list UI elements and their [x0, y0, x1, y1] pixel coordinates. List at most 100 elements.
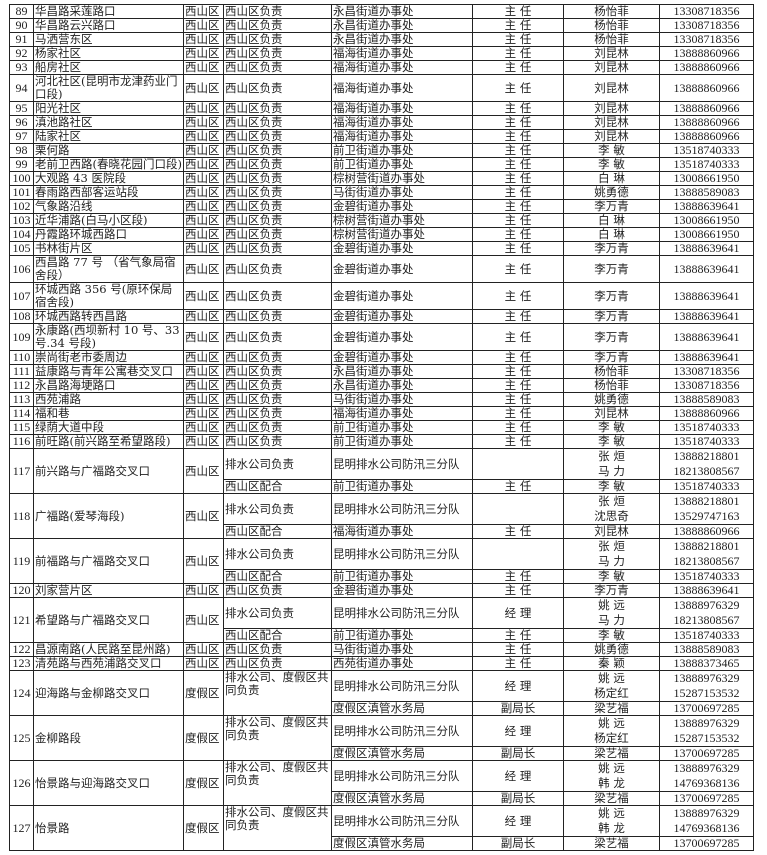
phone-number: 13888860966	[673, 524, 740, 538]
person-name: 张 烜	[598, 539, 625, 554]
responsibility-cell: 西山区负责	[223, 378, 332, 393]
person-name: 姚勇德	[594, 185, 629, 199]
location-cell: 船房社区	[33, 60, 184, 75]
name-cell: 李万青	[563, 309, 660, 324]
person-name: 刘昆林	[594, 406, 629, 420]
person-name: 姚 远	[598, 806, 625, 821]
phone-cell: 13518740333	[659, 157, 754, 172]
district-cell: 西山区	[183, 60, 224, 75]
district-cell: 西山区	[183, 241, 224, 256]
district-cell: 西山区	[183, 420, 224, 435]
phone-cell: 13888639641	[659, 241, 754, 256]
district-cell: 西山区	[183, 378, 224, 393]
row-number: 107	[9, 282, 34, 310]
position-cell: 主 任	[472, 241, 564, 256]
table-row: 120 刘家营片区 西山区 西山区负责 金碧街道办事处主 任 李万青 13888639641	[9, 583, 754, 598]
row-number: 110	[9, 350, 34, 365]
phone-cell: 13888976329 15287153532	[659, 670, 754, 702]
unit-cell: 前卫街道办事处	[331, 420, 473, 435]
person-name: 梁艺福	[594, 836, 629, 850]
phone-cell: 13308718356	[659, 4, 754, 19]
unit-cell: 昆明排水公司防汛三分队	[331, 538, 473, 570]
location-cell: 绿荫大道中段	[33, 420, 184, 435]
phone-number: 18213808567	[673, 613, 740, 627]
unit-cell: 福海街道办事处	[331, 74, 473, 102]
phone-number: 13518740333	[673, 569, 740, 583]
person-name: 刘昆林	[594, 524, 629, 538]
location-cell: 环城西路 356 号(原环保局宿舍段)	[33, 282, 184, 310]
person-name: 秦 颖	[598, 656, 625, 670]
table-row: 115 绿荫大道中段 西山区 西山区负责 前卫街道办事处主 任 李 敏 1351874033…	[9, 420, 754, 435]
person-name: 梁艺福	[594, 791, 629, 805]
district-cell: 西山区	[183, 129, 224, 144]
position-cell: 主 任	[472, 350, 564, 365]
person-name: 姚 远	[598, 671, 625, 686]
responsibility-cell: 排水公司负责	[223, 538, 332, 570]
person-name: 李 敏	[598, 434, 625, 448]
unit-cell: 金碧街道办事处	[331, 255, 473, 283]
phone-cell: 13518740333	[659, 434, 754, 449]
table-row: 95 阳光社区 西山区 西山区负责 福海街道办事处主 任 刘昆林 13888860966	[9, 101, 754, 116]
position-cell: 主 任	[472, 364, 564, 379]
district-cell: 西山区	[183, 406, 224, 421]
unit-cell: 金碧街道办事处	[331, 241, 473, 256]
unit-cell: 棕树营街道办事处	[331, 171, 473, 186]
name-cell: 李万青	[563, 255, 660, 283]
name-cell: 刘昆林	[563, 115, 660, 130]
person-name: 李万青	[594, 329, 629, 344]
phone-number: 15287153532	[673, 731, 740, 745]
phone-number: 13700697285	[673, 791, 740, 805]
row-number: 106	[9, 255, 34, 283]
name-cell: 梁艺福	[563, 746, 660, 761]
name-cell: 刘昆林	[563, 46, 660, 61]
table-row: 127 怡景路 度假区 排水公司、度假区共同负责 昆明排水公司防汛三分队经 理姚 远韩 …	[9, 805, 754, 851]
responsibility-cell: 西山区负责	[223, 101, 332, 116]
responsibility-cell: 西山区负责	[223, 171, 332, 186]
name-cell: 姚 远杨定红	[563, 670, 660, 702]
phone-number: 13308718356	[673, 32, 740, 46]
location-cell: 马洒营东区	[33, 32, 184, 47]
position-cell: 主 任	[472, 628, 564, 643]
person-name: 刘昆林	[594, 129, 629, 143]
district-cell: 西山区	[183, 199, 224, 214]
position-cell: 主 任	[472, 406, 564, 421]
responsibility-cell: 西山区负责	[223, 74, 332, 102]
unit-cell: 度假区滇管水务局	[331, 701, 473, 716]
name-cell: 李万青	[563, 241, 660, 256]
person-name: 沈思奇	[594, 509, 629, 523]
row-number: 98	[9, 143, 34, 158]
person-name: 杨怡菲	[594, 364, 629, 378]
table-row: 97 陆家社区 西山区 西山区负责 福海街道办事处主 任 刘昆林 13888860966	[9, 129, 754, 144]
position-cell: 经 理	[472, 715, 564, 747]
position-cell: 主 任	[472, 323, 564, 351]
location-cell: 丹霞路环城西路口	[33, 227, 184, 242]
table-row: 西山区配合 前卫街道办事处主 任 李 敏 13518740333	[10, 628, 754, 643]
unit-cell: 昆明排水公司防汛三分队	[331, 715, 473, 747]
phone-cell: 13008661950	[659, 227, 754, 242]
table-row: 108 环城西路转西昌路 西山区 西山区负责 金碧街道办事处主 任 李万青 13888639…	[9, 309, 754, 324]
unit-cell: 福海街道办事处	[331, 60, 473, 75]
location-cell: 环城西路转西昌路	[33, 309, 184, 324]
unit-cell: 前卫街道办事处	[331, 479, 473, 494]
row-number: 102	[9, 199, 34, 214]
row-number: 99	[9, 157, 34, 172]
location-cell: 近华浦路(白马小区段)	[33, 213, 184, 228]
row-number: 117	[9, 448, 34, 494]
table-row: 90 华昌路云兴路口 西山区 西山区负责 永昌街道办事处主 任 杨怡菲 1330871835…	[9, 18, 754, 33]
location-cell: 清苑路与西苑浦路交叉口	[33, 656, 184, 671]
row-number: 125	[9, 715, 34, 761]
phone-number: 13888860966	[673, 115, 740, 129]
phone-cell: 13888639641	[659, 350, 754, 365]
position-cell: 主 任	[472, 524, 564, 539]
position-cell: 主 任	[472, 185, 564, 200]
location-cell: 刘家营片区	[33, 583, 184, 598]
responsibility-cell: 排水公司、度假区共同负责	[223, 670, 332, 716]
phone-number: 18213808567	[673, 554, 740, 568]
table-row: 99 老前卫西路(春晓花园门口段) 西山区 西山区负责 前卫街道办事处主 任 李 敏 135…	[9, 157, 754, 172]
phone-cell: 13518740333	[659, 479, 754, 494]
phone-cell: 13888639641	[659, 199, 754, 214]
person-name: 姚勇德	[594, 642, 629, 656]
table-row: 98 栗何路 西山区 西山区负责 前卫街道办事处主 任 李 敏 13518740333	[9, 143, 754, 158]
phone-number: 13518740333	[673, 434, 740, 448]
